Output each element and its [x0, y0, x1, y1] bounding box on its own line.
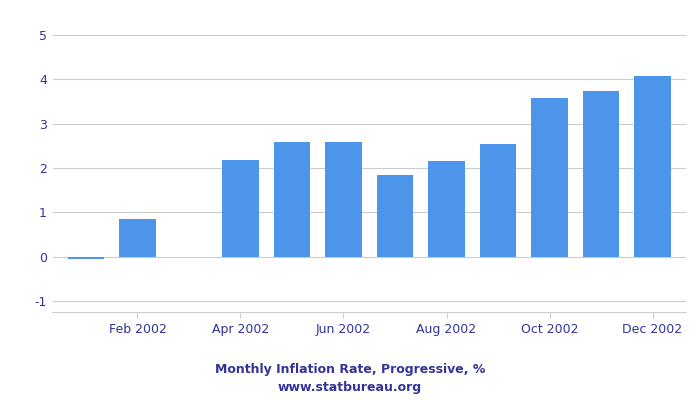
- Text: Monthly Inflation Rate, Progressive, %: Monthly Inflation Rate, Progressive, %: [215, 364, 485, 376]
- Bar: [326, 142, 361, 257]
- Bar: [68, 257, 104, 259]
- Bar: [223, 160, 258, 257]
- Bar: [634, 76, 671, 257]
- Bar: [274, 142, 310, 257]
- Bar: [120, 219, 155, 257]
- Text: www.statbureau.org: www.statbureau.org: [278, 381, 422, 394]
- Bar: [531, 98, 568, 257]
- Bar: [480, 144, 516, 257]
- Bar: [377, 175, 413, 257]
- Bar: [428, 161, 465, 257]
- Bar: [583, 91, 619, 257]
